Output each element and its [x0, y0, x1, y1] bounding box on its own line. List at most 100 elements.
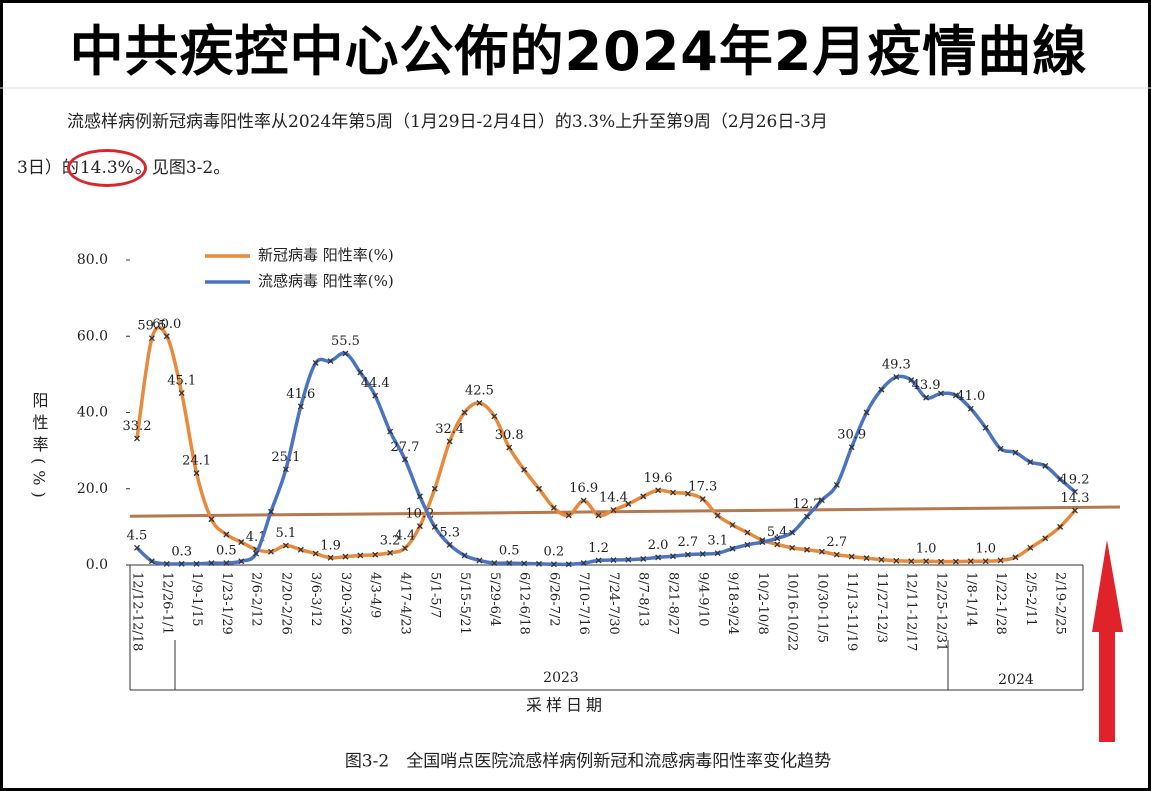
- point-marker: [550, 561, 557, 568]
- point-marker: [327, 554, 334, 561]
- data-label: 32.4: [435, 422, 464, 437]
- point-marker: [893, 557, 900, 564]
- point-marker: [491, 560, 498, 567]
- data-label: 16.9: [569, 481, 598, 496]
- point-marker: [774, 541, 781, 548]
- x-tick-label: 8/7-8/13: [636, 572, 651, 627]
- x-tick-label: 6/26-7/2: [546, 572, 561, 627]
- x-tick-label: 4/3-4/9: [368, 572, 383, 618]
- x-tick-label: 3/6-3/12: [308, 572, 323, 627]
- point-marker: [208, 516, 215, 523]
- point-marker: [268, 508, 274, 515]
- point-marker: [1057, 476, 1064, 483]
- data-label: 30.8: [495, 428, 524, 443]
- point-marker: [729, 545, 736, 552]
- point-marker: [282, 466, 289, 473]
- point-marker: [416, 493, 423, 500]
- point-marker: [580, 560, 587, 567]
- point-marker: [655, 487, 662, 494]
- point-marker: [1012, 449, 1019, 456]
- data-label: 43.9: [912, 378, 941, 393]
- point-marker: [521, 466, 528, 473]
- data-label: 44.4: [361, 376, 390, 391]
- point-marker: [789, 529, 796, 536]
- point-marker: [967, 558, 974, 565]
- point-marker: [148, 558, 155, 565]
- data-label: 0.5: [499, 544, 520, 559]
- point-marker: [476, 400, 483, 406]
- point-marker: [670, 489, 676, 496]
- data-label: 42.5: [465, 383, 494, 398]
- x-tick-label: 12/25-12/31: [934, 572, 949, 651]
- data-label: 1.9: [320, 538, 341, 553]
- legend-label: 新冠病毒 阳性率(%): [258, 246, 394, 264]
- point-marker: [491, 413, 498, 420]
- point-marker: [1072, 488, 1078, 495]
- point-marker: [878, 386, 885, 393]
- data-label: 14.3: [1061, 491, 1090, 506]
- x-tick-label: 5/1-5/7: [427, 572, 442, 618]
- point-marker: [431, 485, 438, 492]
- point-marker: [1027, 544, 1034, 551]
- point-marker: [193, 470, 200, 477]
- point-marker: [387, 549, 394, 556]
- point-marker: [595, 512, 602, 519]
- point-marker: [714, 550, 721, 557]
- point-marker: [789, 544, 796, 551]
- x-tick-label: 12/12-12/18: [130, 572, 145, 651]
- point-marker: [655, 554, 662, 561]
- point-marker: [372, 551, 379, 558]
- data-label: 12.7: [793, 497, 822, 512]
- x-tick-label: 10/16-10/22: [785, 572, 800, 651]
- data-label: 33.2: [123, 419, 152, 434]
- point-marker: [833, 551, 840, 558]
- point-marker: [357, 552, 364, 559]
- x-tick-label: 5/15-5/21: [457, 572, 472, 635]
- data-label: 3.2: [380, 533, 401, 548]
- y-tick-label: 20.0: [77, 481, 108, 497]
- point-marker: [684, 551, 691, 558]
- point-marker: [1042, 535, 1049, 542]
- data-label: 19.2: [1061, 472, 1090, 487]
- y-tick-label: 60.0: [77, 328, 108, 344]
- x-tick-label: 7/10-7/16: [576, 572, 591, 635]
- point-marker: [625, 501, 632, 507]
- caption: 图3-2 全国哨点医院流感样病例新冠和流感病毒阳性率变化趋势: [345, 752, 831, 772]
- data-label: 60.0: [152, 317, 181, 332]
- point-marker: [268, 548, 274, 555]
- point-marker: [193, 560, 200, 567]
- data-label: 41.6: [286, 387, 315, 402]
- point-marker: [997, 557, 1004, 564]
- point-marker: [372, 392, 379, 399]
- point-marker: [506, 444, 513, 451]
- point-marker: [1072, 507, 1078, 514]
- x-tick-label: 4/17-4/23: [398, 572, 413, 635]
- point-marker: [818, 497, 825, 504]
- data-label: 0.2: [544, 545, 565, 560]
- data-label: 24.1: [182, 454, 211, 469]
- data-label: 4.4: [395, 529, 416, 544]
- point-marker: [997, 445, 1004, 452]
- x-tick-label: 3/20-3/26: [338, 572, 353, 635]
- point-marker: [952, 392, 959, 399]
- point-marker: [908, 558, 915, 565]
- x-tick-label: 12/26-1/1: [159, 572, 174, 635]
- point-marker: [565, 561, 572, 568]
- point-marker: [670, 553, 676, 560]
- point-marker: [744, 541, 751, 548]
- point-marker: [565, 512, 572, 519]
- y-tick-label: 40.0: [77, 405, 108, 421]
- point-marker: [982, 424, 989, 431]
- x-tick-label: 2/6-2/12: [249, 572, 264, 627]
- point-marker: [848, 444, 855, 451]
- point-marker: [848, 553, 855, 560]
- data-label: 25.1: [271, 450, 300, 465]
- point-marker: [521, 560, 528, 567]
- point-marker: [908, 377, 915, 384]
- data-label: 3.1: [707, 534, 728, 549]
- point-marker: [342, 350, 349, 357]
- x-tick-label: 10/2-10/8: [755, 572, 770, 635]
- point-marker: [863, 409, 870, 416]
- data-label: 1.0: [975, 542, 996, 557]
- point-marker: [878, 556, 885, 563]
